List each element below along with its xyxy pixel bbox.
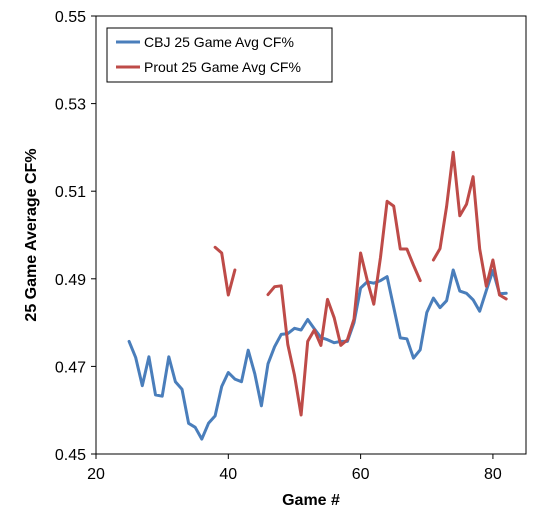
y-axis-title: 25 Game Average CF%	[23, 148, 40, 321]
plot-area	[95, 15, 527, 455]
x-axis-title: Game #	[282, 492, 340, 509]
y-tick-label: 0.45	[55, 447, 86, 464]
legend: CBJ 25 Game Avg CF% Prout 25 Game Avg CF…	[106, 27, 333, 83]
legend-box	[106, 27, 333, 83]
y-tick-label: 0.55	[55, 9, 86, 26]
prout-series-line	[266, 199, 422, 417]
y-tick-label: 0.51	[55, 184, 86, 201]
x-tick-label: 80	[484, 466, 502, 483]
x-tick-label: 60	[352, 466, 370, 483]
x-axis-ticks: 20 40 60 80	[87, 454, 502, 483]
legend-label-cbj: CBJ 25 Game Avg CF%	[144, 34, 294, 50]
prout-series-line	[213, 245, 237, 297]
y-tick-label: 0.53	[55, 97, 86, 114]
x-tick-label: 40	[219, 466, 237, 483]
y-tick-label: 0.49	[55, 272, 86, 289]
series-layer	[127, 150, 508, 441]
cbj-series-line	[127, 268, 508, 441]
legend-label-prout: Prout 25 Game Avg CF%	[144, 59, 301, 75]
prout-series-line	[431, 150, 508, 301]
x-tick-label: 20	[87, 466, 105, 483]
y-axis-ticks: 0.45 0.47 0.49 0.51 0.53 0.55	[55, 9, 96, 464]
y-tick-label: 0.47	[55, 359, 86, 376]
